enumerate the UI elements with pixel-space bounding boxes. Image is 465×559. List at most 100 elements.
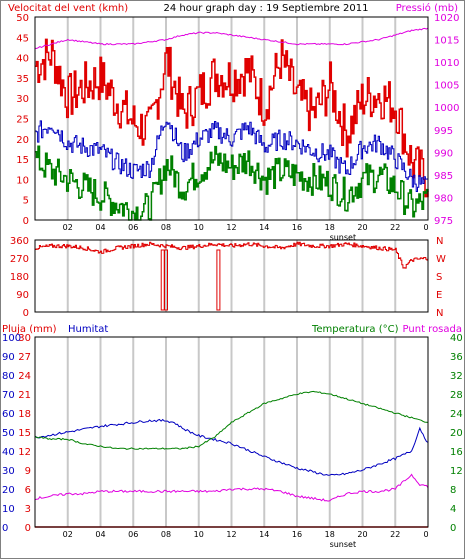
pressure-y-tick: 975: [434, 216, 453, 227]
x-tick-label: 20: [357, 223, 367, 232]
x-tick-label: 02: [63, 223, 73, 232]
x-tick-label: 06: [128, 223, 138, 232]
compass-y-tick: N: [436, 308, 443, 319]
x-tick-label: 14: [259, 223, 269, 232]
humidity-y-tick: 10: [2, 504, 15, 515]
sunset-label: sunset: [330, 540, 357, 549]
humidity-y-tick: 0: [2, 523, 8, 534]
x-tick-label: 22: [390, 530, 400, 539]
wind-gust-line: [35, 38, 429, 198]
x-tick-label: 18: [325, 223, 335, 232]
x-tick-label: 12: [226, 530, 236, 539]
plot-frame-0: [34, 16, 429, 221]
pressure-line: [34, 27, 429, 50]
wind-min-line: [35, 145, 429, 221]
temperature-y-tick: 20: [450, 428, 463, 439]
x-tick-label: 0: [423, 530, 428, 539]
temperature-y-tick: 4: [450, 504, 456, 515]
rain-y-tick: 12: [18, 447, 31, 458]
pressure-y-tick: 1020: [434, 13, 459, 24]
direction-y-tick: 180: [10, 272, 29, 283]
humidity-line: [34, 418, 429, 476]
x-tick-label: 08: [161, 223, 171, 232]
x-tick-label: 18: [325, 530, 335, 539]
temperature-title: Temperatura (°C): [311, 324, 399, 335]
humidity-y-tick: 50: [2, 428, 15, 439]
wind-y-tick: 30: [16, 94, 29, 105]
x-tick-label: 04: [95, 223, 105, 232]
wind-y-tick: 35: [16, 74, 29, 85]
compass-y-tick: N: [436, 236, 443, 247]
wind-y-tick: 0: [23, 216, 29, 227]
plot-frame-2: [34, 336, 429, 528]
temperature-line: [34, 390, 429, 450]
graph-date-title: 24 hour graph day : 19 Septiembre 2011: [164, 3, 369, 14]
humidity-y-tick: 60: [2, 409, 15, 420]
pressure-y-tick: 1000: [434, 103, 459, 114]
compass-y-tick: E: [436, 290, 442, 301]
pressure-y-tick: 1015: [434, 36, 459, 47]
temperature-y-tick: 40: [450, 333, 463, 344]
rain-y-tick: 24: [18, 371, 31, 382]
direction-drop-mark: [164, 249, 168, 311]
rain-y-tick: 21: [18, 390, 31, 401]
temperature-y-tick: 32: [450, 371, 463, 382]
x-tick-label: 10: [194, 530, 204, 539]
x-tick-label: 22: [390, 223, 400, 232]
x-tick-label: 06: [128, 530, 138, 539]
pressure-y-tick: 990: [434, 148, 453, 159]
rain-title: Pluja (mm): [2, 324, 57, 335]
wind-y-tick: 10: [16, 175, 29, 186]
humidity-y-tick: 20: [2, 485, 15, 496]
wind-direction-line: [35, 241, 429, 269]
direction-y-tick: 360: [10, 236, 29, 247]
humidity-y-tick: 40: [2, 447, 15, 458]
temperature-y-tick: 12: [450, 466, 463, 477]
humidity-y-tick: 80: [2, 371, 15, 382]
plot-frame-1: [34, 239, 429, 313]
humidity-y-tick: 100: [2, 333, 21, 344]
wind-y-tick: 5: [23, 196, 29, 207]
pressure-y-tick: 980: [434, 193, 453, 204]
x-tick-label: 0: [423, 223, 428, 232]
pressure-y-tick: 995: [434, 126, 453, 137]
wind-avg-line: [35, 120, 429, 192]
x-tick-label: 08: [161, 530, 171, 539]
sunset-label: sunset: [330, 233, 357, 242]
direction-y-tick: 90: [16, 290, 29, 301]
temperature-y-tick: 8: [450, 485, 456, 496]
dewpoint-line: [34, 473, 429, 502]
wind-y-tick: 25: [16, 115, 29, 126]
x-tick-label: 20: [357, 530, 367, 539]
x-tick-label: 12: [226, 223, 236, 232]
wind-y-tick: 45: [16, 33, 29, 44]
rain-y-tick: 3: [25, 504, 31, 515]
dewpoint-title: Punt rosada: [403, 324, 462, 335]
temperature-y-tick: 16: [450, 447, 463, 458]
wind-y-tick: 50: [16, 13, 29, 24]
x-tick-label: 02: [63, 530, 73, 539]
rain-y-tick: 18: [18, 409, 31, 420]
temperature-y-tick: 36: [450, 352, 463, 363]
x-tick-label: 04: [95, 530, 105, 539]
wind-y-tick: 40: [16, 54, 29, 65]
rain-y-tick: 0: [25, 523, 31, 534]
x-tick-label: 10: [194, 223, 204, 232]
wind-speed-title: Velocitat del vent (kmh): [8, 3, 128, 14]
temperature-y-tick: 0: [450, 523, 456, 534]
direction-drop-mark: [216, 249, 221, 311]
humidity-y-tick: 70: [2, 390, 15, 401]
pressure-y-tick: 1005: [434, 81, 459, 92]
x-tick-label: 14: [259, 530, 269, 539]
temperature-y-tick: 24: [450, 409, 463, 420]
wind-y-tick: 20: [16, 135, 29, 146]
humidity-y-tick: 30: [2, 466, 15, 477]
pressure-title: Pressió (mb): [396, 2, 458, 14]
humidity-y-tick: 90: [2, 352, 15, 363]
rain-y-tick: 15: [18, 428, 31, 439]
temperature-y-tick: 28: [450, 390, 463, 401]
direction-y-tick: 270: [10, 254, 29, 265]
rain-y-tick: 27: [18, 352, 31, 363]
rain-y-tick: 9: [25, 466, 31, 477]
